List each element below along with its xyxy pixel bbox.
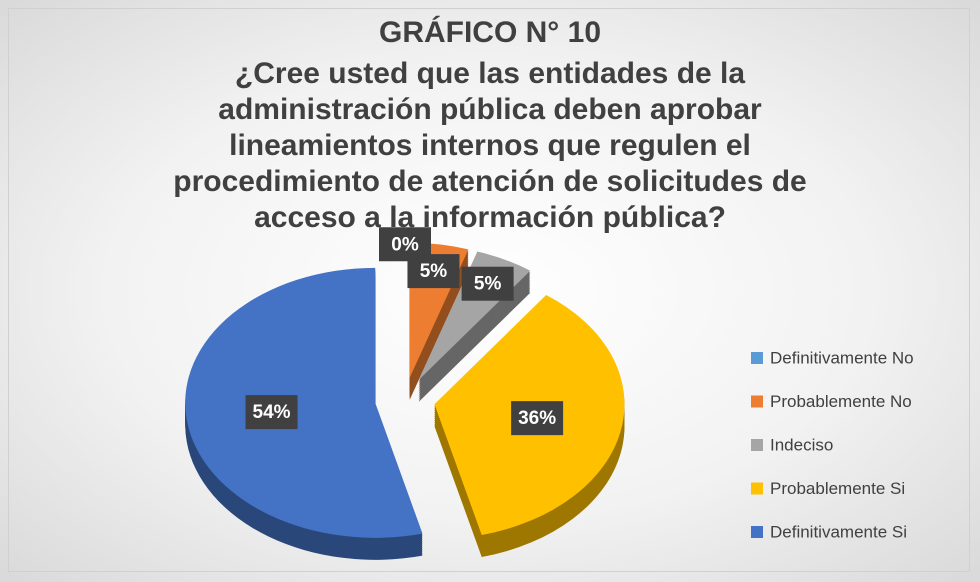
pie-slice	[185, 267, 423, 538]
chart-title: GRÁFICO N° 10	[378, 16, 602, 49]
legend-swatch	[751, 352, 763, 364]
legend-label: Probablemente No	[770, 392, 912, 411]
data-label-box	[511, 401, 564, 436]
chart-subtitle: ¿Cree usted que las entidades de la admi…	[173, 57, 807, 234]
data-label-box	[407, 254, 460, 289]
legend-label: Definitivamente Si	[770, 522, 907, 541]
legend-label: Definitivamente No	[770, 348, 914, 367]
legend-swatch	[751, 439, 763, 451]
legend-label: Indeciso	[770, 435, 833, 454]
data-label: 54%	[253, 402, 291, 423]
data-label: 5%	[420, 261, 448, 282]
data-label: 5%	[474, 274, 502, 295]
data-label-box	[461, 266, 514, 301]
legend-swatch	[751, 395, 763, 408]
chart-frame	[8, 8, 970, 572]
data-label-box	[245, 395, 298, 430]
legend-label: Probablemente Si	[770, 479, 905, 498]
data-label: 36%	[518, 408, 556, 429]
data-label: 0%	[391, 234, 419, 255]
legend-swatch	[751, 482, 763, 495]
legend-swatch	[751, 526, 763, 538]
